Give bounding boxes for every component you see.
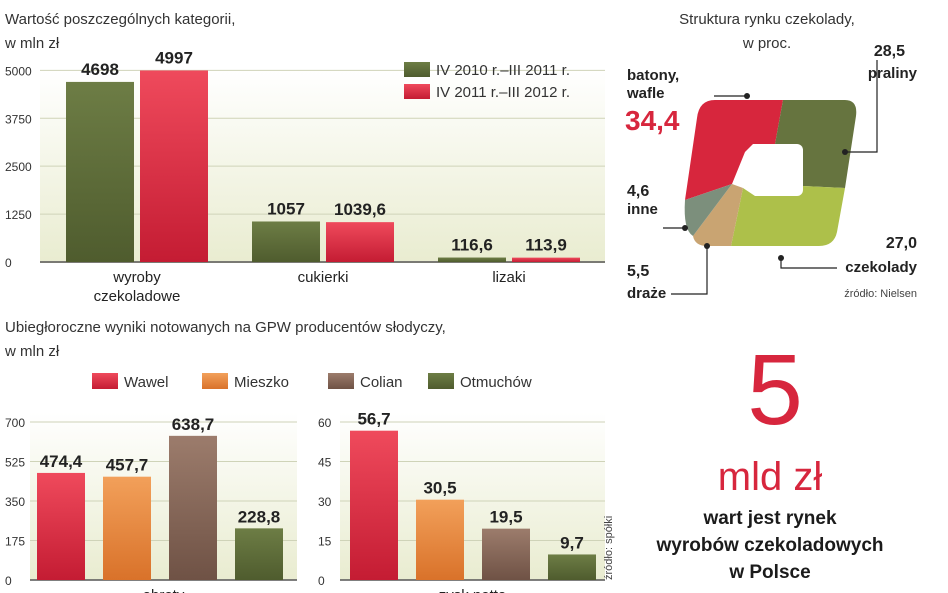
label-praliny: praliny (868, 65, 918, 82)
y-tick-label: 15 (318, 535, 332, 549)
bar (169, 435, 217, 580)
category-label: lizaki (492, 269, 525, 286)
bar-value-label: 474,4 (40, 452, 83, 471)
pie-center (753, 144, 803, 196)
bar (416, 499, 464, 580)
bar (140, 70, 208, 262)
bar (438, 257, 506, 262)
value-czekolady: 27,0 (886, 235, 917, 252)
bar-value-label: 30,5 (423, 479, 456, 498)
bar (37, 472, 85, 580)
legend-swatch (328, 373, 354, 389)
bar-value-label: 56,7 (357, 410, 390, 429)
bar-value-label: 4997 (155, 48, 193, 67)
callout-line: wart jest rynek (703, 508, 837, 529)
structure-title: Struktura rynku czekolady, (679, 11, 855, 28)
slice-batony-wafle (685, 100, 783, 200)
y-tick-label: 5000 (5, 64, 32, 78)
producers-chart: Ubiegłoroczne wyniki notowanych na GPW p… (4, 319, 615, 593)
y-tick-label: 45 (318, 456, 332, 470)
bar (66, 81, 134, 262)
bar-value-label: 4698 (81, 60, 119, 79)
slice-inne (684, 184, 732, 236)
chart-subtitle: w mln zł (4, 35, 60, 52)
y-tick-label: 30 (318, 495, 332, 509)
y-tick-label: 2500 (5, 160, 32, 174)
bar-value-label: 1057 (267, 199, 305, 218)
producers-title: Ubiegłoroczne wyniki notowanych na GPW p… (5, 319, 446, 336)
chart-title: Wartość poszczególnych kategorii, (5, 11, 235, 28)
y-tick-label: 0 (318, 574, 325, 588)
value-batony-wafle: 34,4 (625, 105, 680, 136)
legend-label: IV 2010 r.–III 2011 r. (436, 62, 570, 79)
value-praliny: 28,5 (874, 43, 905, 60)
legend-label: Mieszko (234, 374, 289, 391)
callout-description: wart jest rynek wyrobów czekoladowych w Po… (640, 505, 900, 586)
category-label: cukierki (298, 269, 349, 286)
callout-line: wyrobów czekoladowych (656, 535, 884, 556)
y-tick-label: 0 (5, 256, 12, 270)
panel-x-label: zysk netto (439, 587, 507, 593)
callout-unit: mld zł (717, 455, 823, 499)
y-tick-label: 0 (5, 574, 12, 588)
bar-value-label: 116,6 (451, 236, 493, 255)
slice-praliny (775, 100, 857, 188)
value-inne: 4,6 (627, 183, 649, 200)
label-czekolady: czekolady (845, 259, 917, 276)
category-label: wyroby (112, 269, 161, 286)
bar-value-label: 113,9 (525, 236, 567, 255)
bar (512, 257, 580, 262)
bar-value-label: 19,5 (489, 508, 522, 527)
legend-swatch (404, 62, 430, 77)
y-tick-label: 1250 (5, 208, 32, 222)
structure-subtitle: w proc. (742, 35, 791, 52)
bar-value-label: 638,7 (172, 415, 215, 434)
legend-swatch (92, 373, 118, 389)
structure-source: źródło: Nielsen (844, 288, 917, 300)
bar (326, 222, 394, 262)
producers-source: źródło: spółki (603, 516, 615, 580)
legend-swatch (404, 84, 430, 99)
legend-label: Wawel (124, 374, 168, 391)
bar (482, 528, 530, 580)
y-tick-label: 175 (5, 535, 25, 549)
slice-czekolady (731, 186, 845, 246)
bar (103, 476, 151, 580)
value-draze: 5,5 (627, 263, 649, 280)
panel-x-label: obroty (143, 587, 185, 593)
callout-line: w Polsce (729, 562, 811, 583)
bar (252, 221, 320, 262)
label-wafle: wafle (626, 85, 665, 102)
y-tick-label: 525 (5, 456, 25, 470)
bar (548, 554, 596, 580)
callout-number: 5 (747, 334, 803, 446)
legend-swatch (428, 373, 454, 389)
slice-draze (693, 184, 743, 246)
label-draze: draże (627, 285, 666, 302)
category-value-chart: Wartość poszczególnych kategorii, w mln … (4, 11, 605, 305)
bar-value-label: 228,8 (238, 507, 281, 526)
market-structure-chart: Struktura rynku czekolady, w proc. (625, 11, 918, 302)
producers-subtitle: w mln zł (4, 343, 60, 360)
y-tick-label: 700 (5, 416, 25, 430)
label-batony: batony, (627, 67, 679, 84)
bar-value-label: 1039,6 (334, 200, 386, 219)
bar (235, 528, 283, 580)
category-label: czekoladowe (94, 288, 181, 305)
bar-value-label: 457,7 (106, 456, 149, 475)
bar (350, 430, 398, 580)
legend-swatch (202, 373, 228, 389)
label-inne: inne (627, 201, 658, 218)
legend-label: IV 2011 r.–III 2012 r. (436, 84, 570, 101)
legend-label: Colian (360, 374, 403, 391)
legend-label: Otmuchów (460, 374, 532, 391)
y-tick-label: 350 (5, 495, 25, 509)
y-tick-label: 3750 (5, 112, 32, 126)
bar-value-label: 9,7 (560, 533, 584, 552)
y-tick-label: 60 (318, 416, 332, 430)
